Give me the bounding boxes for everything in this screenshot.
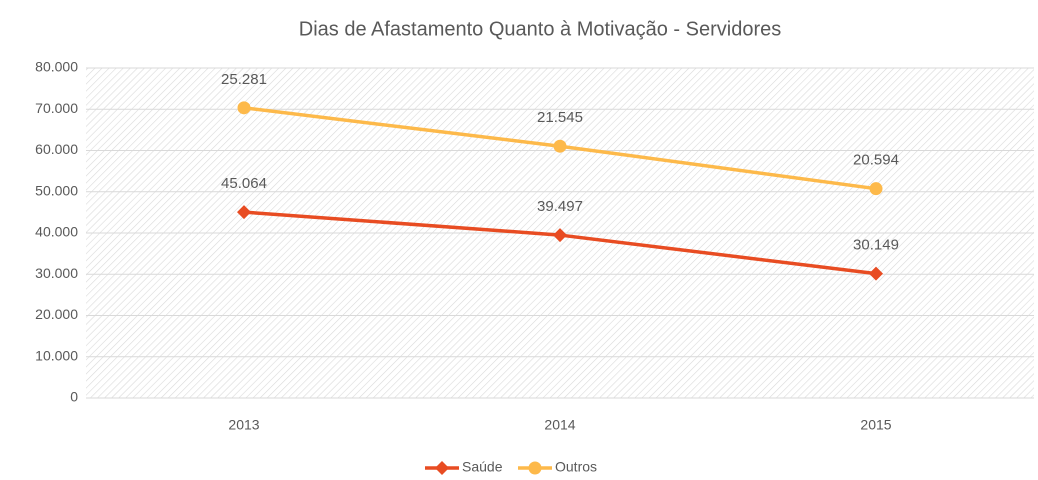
data-point	[869, 266, 883, 281]
y-tick-label: 50.000	[35, 182, 78, 198]
y-tick-label: 40.000	[35, 224, 78, 240]
y-tick-label: 70.000	[35, 100, 78, 116]
data-point	[869, 182, 883, 196]
x-tick-label: 2015	[860, 417, 891, 433]
data-point	[553, 228, 567, 243]
legend-label: Saúde	[462, 459, 503, 475]
data-label: 20.594	[853, 152, 899, 169]
data-label: 21.545	[537, 109, 583, 126]
data-label: 25.281	[221, 71, 267, 88]
data-label: 45.064	[221, 175, 267, 192]
y-tick-label: 10.000	[35, 347, 78, 363]
legend-marker	[528, 461, 542, 475]
data-label: 39.497	[537, 198, 583, 215]
y-tick-label: 0	[70, 389, 78, 405]
y-tick-label: 80.000	[35, 59, 78, 75]
data-point	[553, 139, 567, 153]
y-tick-label: 60.000	[35, 141, 78, 157]
x-tick-label: 2013	[228, 417, 259, 433]
data-label: 30.149	[853, 237, 899, 254]
data-point	[237, 101, 251, 115]
legend-label: Outros	[555, 459, 597, 475]
y-tick-label: 20.000	[35, 306, 78, 322]
data-point	[237, 205, 251, 220]
x-tick-label: 2014	[544, 417, 575, 433]
chart-title: Dias de Afastamento Quanto à Motivação -…	[299, 18, 781, 40]
legend-marker	[435, 461, 449, 475]
y-tick-label: 30.000	[35, 265, 78, 281]
